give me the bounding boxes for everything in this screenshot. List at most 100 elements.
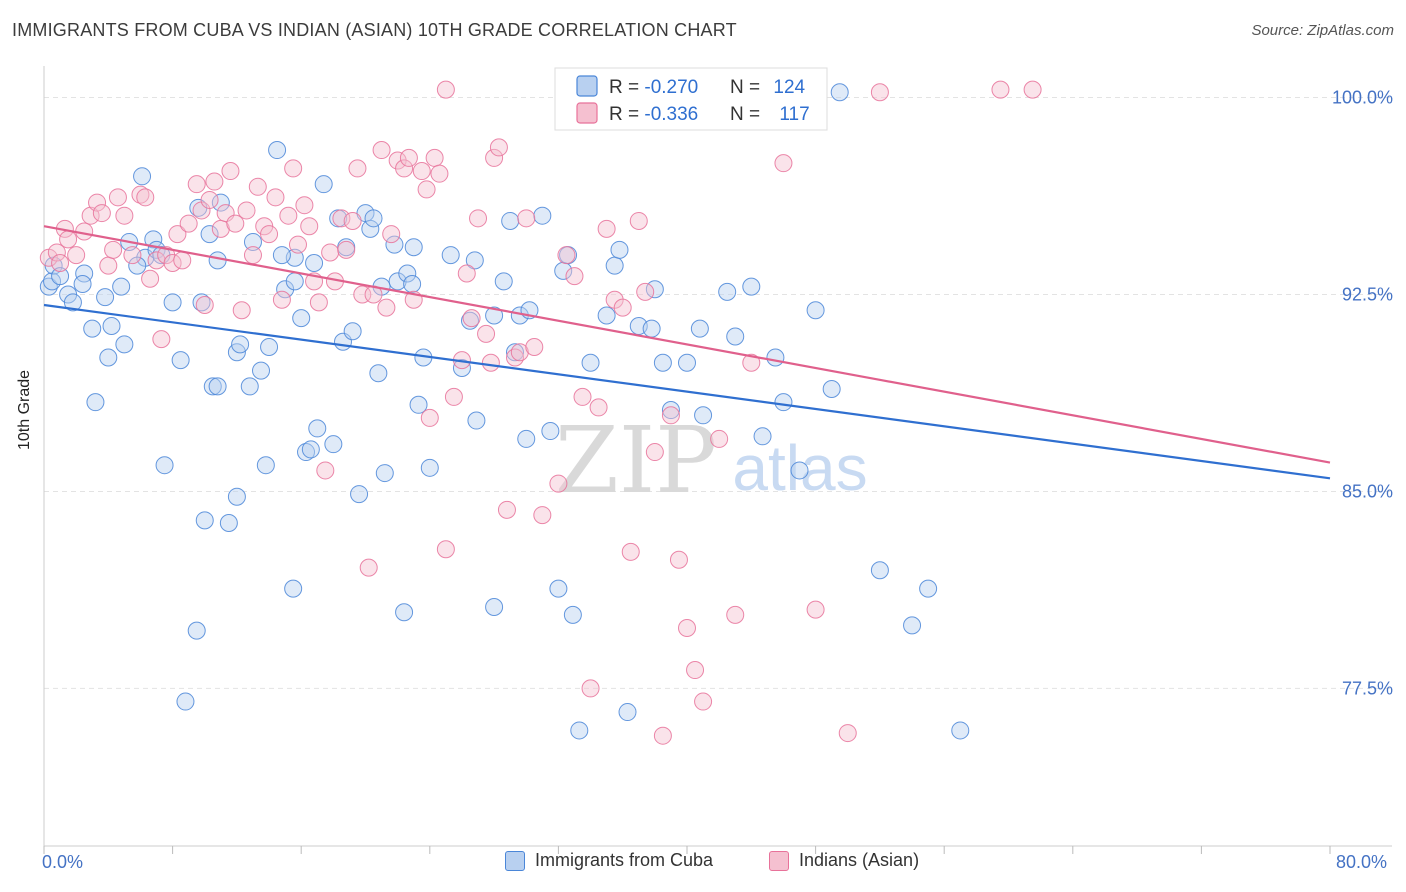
point-indian-84 — [517, 209, 536, 228]
point-cuba-60 — [361, 219, 380, 238]
point-indian-89 — [565, 267, 584, 286]
point-cuba-74 — [452, 359, 471, 378]
point-cuba-117 — [919, 579, 938, 598]
point-cuba-108 — [753, 427, 772, 446]
legend-bottom-label-cuba: Immigrants from Cuba — [535, 850, 714, 870]
point-cuba-91 — [570, 721, 589, 740]
point-indian-98 — [636, 282, 655, 301]
point-cuba-93 — [597, 306, 616, 325]
point-cuba-29 — [203, 377, 222, 396]
legend-n-value-cuba: 124 — [773, 77, 805, 98]
point-cuba-9 — [86, 393, 105, 412]
point-cuba-36 — [231, 335, 250, 354]
axes — [43, 66, 1392, 854]
point-cuba-43 — [276, 280, 295, 299]
point-cuba-79 — [485, 598, 504, 617]
point-cuba-24 — [176, 692, 195, 711]
point-indian-83 — [510, 343, 529, 362]
point-indian-50 — [321, 243, 340, 262]
legend-n-value-indian: 117 — [779, 104, 809, 125]
point-indian-76 — [469, 209, 488, 228]
point-cuba-18 — [144, 230, 163, 249]
point-cuba-100 — [653, 353, 672, 372]
point-cuba-77 — [467, 411, 486, 430]
y-tick-label-3: 100.0% — [1332, 88, 1393, 108]
x-tick-label-max: 80.0% — [1336, 852, 1388, 872]
point-cuba-109 — [766, 348, 785, 367]
y-tick-labels: 77.5% 85.0% 92.5% 100.0% — [1332, 88, 1393, 699]
point-indian-67 — [417, 180, 436, 199]
point-indian-70 — [430, 164, 449, 183]
point-indian-55 — [348, 159, 367, 178]
point-cuba-111 — [790, 461, 809, 480]
point-indian-79 — [485, 148, 504, 167]
point-cuba-66 — [395, 603, 414, 622]
legend-bottom-swatch-indian — [769, 850, 789, 871]
point-indian-44 — [288, 235, 307, 254]
point-indian-80 — [489, 138, 508, 157]
y-tick-label-1: 85.0% — [1342, 481, 1393, 501]
point-indian-60 — [377, 298, 396, 317]
point-cuba-75 — [460, 311, 479, 330]
series-indian-points — [39, 80, 1042, 745]
point-cuba-33 — [219, 513, 238, 532]
point-indian-11 — [104, 240, 123, 259]
point-cuba-121 — [272, 246, 291, 265]
point-indian-27 — [195, 295, 214, 314]
point-indian-113 — [991, 80, 1010, 99]
point-cuba-0 — [39, 277, 58, 296]
point-indian-41 — [272, 290, 291, 309]
point-cuba-62 — [369, 364, 388, 383]
point-cuba-21 — [155, 456, 174, 475]
point-indian-39 — [260, 225, 279, 244]
point-indian-114 — [1023, 80, 1042, 99]
chart-title: IMMIGRANTS FROM CUBA VS INDIAN (ASIAN) 1… — [12, 20, 737, 40]
point-cuba-39 — [252, 361, 271, 380]
point-cuba-73 — [441, 246, 460, 265]
point-indian-116 — [436, 80, 455, 99]
point-indian-78 — [481, 353, 500, 372]
point-cuba-96 — [618, 703, 637, 722]
point-cuba-107 — [742, 277, 761, 296]
svg-text:N = 117: N = 117 — [730, 104, 810, 125]
point-cuba-6 — [63, 293, 82, 312]
legend-n-label-cuba: N = — [730, 77, 765, 98]
trend-line-indian — [43, 225, 1331, 464]
series-cuba-points — [39, 83, 970, 740]
svg-text:R = -0.270: R = -0.270 — [609, 77, 698, 98]
point-indian-18 — [147, 251, 166, 270]
source-label: Source: ZipAtlas.com — [1251, 22, 1394, 39]
point-cuba-46 — [285, 272, 304, 291]
point-cuba-76 — [465, 251, 484, 270]
point-cuba-7 — [73, 274, 92, 293]
y-tick-label-0: 77.5% — [1342, 678, 1393, 698]
point-indian-16 — [136, 188, 155, 207]
point-indian-48 — [309, 293, 328, 312]
trend-line-cuba — [43, 303, 1331, 480]
point-indian-1 — [47, 243, 66, 262]
point-indian-95 — [613, 298, 632, 317]
point-cuba-81 — [501, 211, 520, 230]
point-indian-101 — [661, 406, 680, 425]
point-indian-9 — [92, 204, 111, 223]
point-indian-68 — [420, 408, 439, 427]
point-cuba-11 — [99, 348, 118, 367]
point-cuba-30 — [208, 377, 227, 396]
point-indian-100 — [653, 726, 672, 745]
legend-bottom-swatch-cuba — [505, 850, 525, 871]
point-cuba-12 — [102, 317, 121, 335]
point-cuba-101 — [661, 401, 680, 420]
point-cuba-95 — [610, 240, 629, 259]
point-indian-57 — [359, 558, 378, 577]
point-indian-88 — [557, 246, 576, 265]
point-cuba-118 — [951, 721, 970, 740]
point-indian-35 — [237, 201, 256, 220]
legend-swatch-indian — [576, 102, 598, 124]
point-cuba-40 — [256, 456, 275, 475]
point-indian-93 — [597, 219, 616, 238]
point-indian-90 — [573, 387, 592, 406]
point-cuba-115 — [870, 561, 889, 580]
point-indian-69 — [425, 148, 444, 167]
point-indian-72 — [444, 387, 463, 406]
